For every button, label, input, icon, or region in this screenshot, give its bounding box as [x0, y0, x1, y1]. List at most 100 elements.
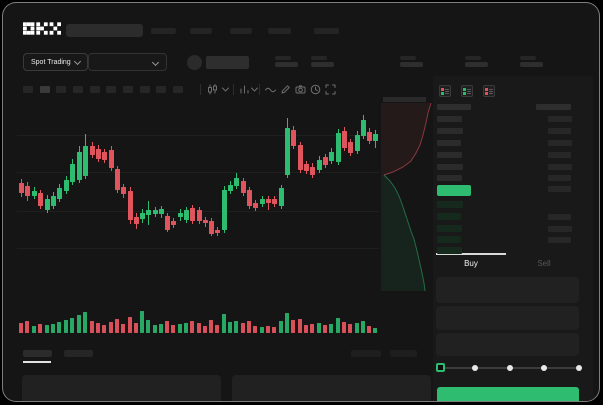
volume-bar-4: [45, 325, 49, 333]
candle-27: [190, 208, 195, 221]
bottom-active-tab-underline: [23, 361, 51, 363]
pair-selector-dropdown[interactable]: [88, 53, 167, 71]
bid-amount-3: [548, 237, 571, 243]
camera-icon[interactable]: [295, 84, 306, 95]
volume-bar-10: [83, 312, 87, 333]
stat-value-1: [311, 62, 334, 67]
bottom-action-0[interactable]: [351, 350, 381, 357]
ask-price-3[interactable]: [437, 152, 462, 158]
candle-42: [285, 128, 290, 175]
market-mode-dropdown[interactable]: Spot Trading: [23, 53, 88, 71]
nav-item-2[interactable]: [230, 28, 252, 34]
bid-price-3[interactable]: [437, 236, 461, 243]
candle-12: [96, 149, 101, 159]
slider-dot-2[interactable]: [541, 365, 547, 371]
okx-trading-window: Spot Trading Buy Sell: [2, 2, 600, 402]
clock-icon[interactable]: [310, 84, 321, 95]
slider-dot-0[interactable]: [472, 365, 478, 371]
book-bids-icon[interactable]: [461, 85, 473, 97]
candle-14: [109, 150, 114, 168]
bottom-action-1[interactable]: [390, 350, 417, 357]
volume-bar-55: [367, 326, 371, 333]
volume-bar-46: [310, 324, 314, 333]
wave-icon[interactable]: [265, 84, 276, 95]
timeframe-button-9[interactable]: [173, 86, 183, 93]
candle-38: [260, 199, 265, 204]
candle-17: [128, 191, 133, 220]
depth-chart: [381, 103, 432, 292]
candles-icon[interactable]: [207, 84, 218, 95]
candle-51: [342, 131, 347, 148]
stat-value-2: [400, 62, 423, 67]
volume-bar-24: [171, 325, 175, 333]
slider-dot-1[interactable]: [507, 365, 513, 371]
candle-25: [178, 213, 183, 217]
buy-submit-button[interactable]: [437, 387, 579, 401]
timeframe-button-1[interactable]: [40, 86, 50, 93]
candle-16: [121, 187, 126, 194]
timeframe-button-4[interactable]: [90, 86, 100, 93]
volume-bar-52: [348, 324, 352, 333]
amount-slider-handle[interactable]: [436, 363, 445, 372]
bid-price-4[interactable]: [437, 247, 462, 254]
ask-price-0[interactable]: [437, 116, 462, 122]
candle-9: [77, 152, 82, 180]
volume-bar-21: [153, 325, 157, 333]
volume-bar-40: [272, 327, 276, 333]
ask-price-1[interactable]: [437, 128, 463, 134]
ask-amount-0: [548, 116, 572, 122]
candle-22: [159, 209, 164, 214]
volume-bar-35: [241, 323, 245, 333]
timeframe-button-8[interactable]: [156, 86, 166, 93]
book-asks-icon[interactable]: [483, 85, 495, 97]
ask-price-2[interactable]: [437, 140, 461, 146]
last-price-highlight[interactable]: [437, 185, 471, 196]
volume-bar-19: [140, 311, 144, 333]
volume-bar-15: [115, 319, 119, 333]
tab-buy[interactable]: Buy: [464, 259, 478, 268]
timeframe-button-6[interactable]: [123, 86, 133, 93]
timeframe-button-0[interactable]: [23, 86, 33, 93]
nav-item-1[interactable]: [190, 28, 212, 34]
bid-price-2[interactable]: [437, 225, 462, 232]
volume-bar-43: [291, 320, 295, 333]
volume-bar-49: [329, 324, 333, 333]
nav-item-0[interactable]: [151, 28, 176, 34]
indicator-icon[interactable]: [239, 84, 250, 95]
book-combined-icon[interactable]: [439, 85, 451, 97]
candle-24: [171, 221, 176, 225]
okx-logo[interactable]: [23, 22, 61, 35]
bottom-tab-1[interactable]: [64, 350, 93, 357]
candle-46: [310, 167, 315, 175]
ask-price-5[interactable]: [437, 175, 462, 181]
volume-bar-38: [260, 327, 264, 333]
timeframe-button-3[interactable]: [73, 86, 83, 93]
order-input-1[interactable]: [436, 306, 579, 330]
order-input-2[interactable]: [436, 333, 579, 356]
timeframe-button-2[interactable]: [56, 86, 66, 93]
bid-price-1[interactable]: [437, 213, 461, 220]
chevron-down-icon[interactable]: [249, 84, 260, 95]
search-input[interactable]: [66, 24, 143, 37]
candle-4: [45, 199, 50, 210]
candle-53: [355, 135, 360, 151]
nav-item-4[interactable]: [314, 28, 339, 34]
volume-bar-25: [178, 324, 182, 333]
nav-item-3[interactable]: [268, 28, 291, 34]
orderbook-header-right: [536, 104, 571, 110]
bid-price-0[interactable]: [437, 201, 463, 208]
ask-price-4[interactable]: [437, 164, 463, 170]
timeframe-button-5[interactable]: [106, 86, 116, 93]
pencil-icon[interactable]: [280, 84, 291, 95]
volume-bar-2: [32, 326, 36, 333]
candle-19: [140, 213, 145, 219]
tab-sell[interactable]: Sell: [537, 259, 551, 268]
expand-icon[interactable]: [325, 84, 336, 95]
order-input-0[interactable]: [436, 277, 579, 303]
timeframe-button-7[interactable]: [140, 86, 150, 93]
slider-dot-3[interactable]: [576, 365, 582, 371]
candle-30: [209, 221, 214, 234]
chevron-down-icon[interactable]: [220, 84, 231, 95]
bottom-tab-0[interactable]: [23, 350, 52, 357]
candle-11: [90, 146, 95, 155]
